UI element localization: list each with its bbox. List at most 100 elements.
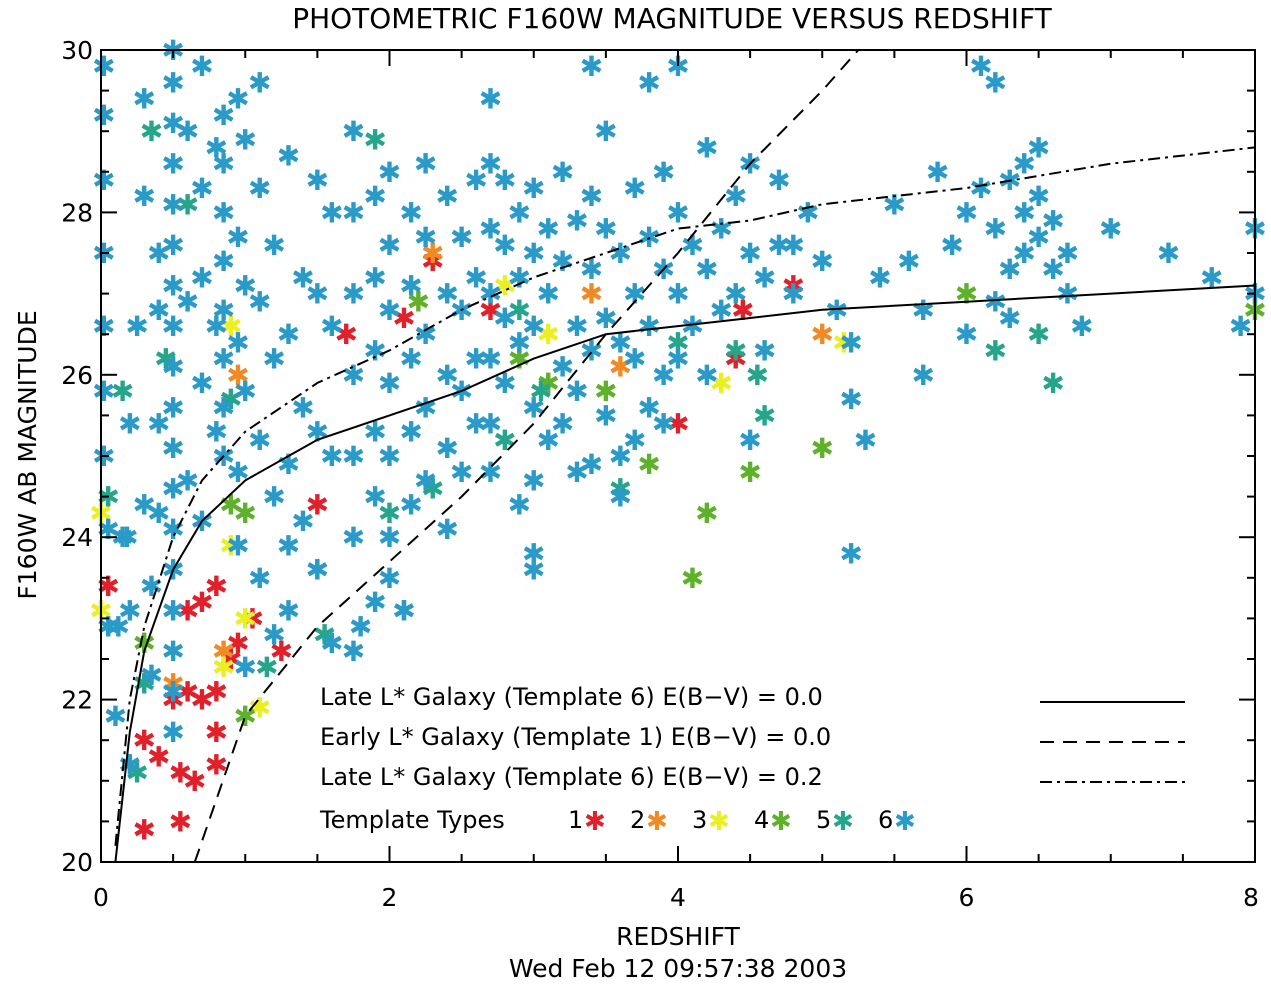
data-point-type-5: ✱ [1041,367,1064,400]
data-point-type-6: ✱ [320,310,343,343]
data-point-type-6: ✱ [248,66,271,99]
data-point-type-6: ✱ [147,408,170,441]
data-point-type-6: ✱ [666,196,689,229]
data-point-type-1: ✱ [133,724,156,757]
data-point-type-6: ✱ [125,310,148,343]
y-tick-label: 24 [61,523,93,552]
data-point-type-6: ✱ [378,229,401,262]
data-point-type-6: ✱ [536,278,559,311]
data-point-type-6: ✱ [234,269,257,302]
data-point-type-6: ✱ [508,326,531,359]
data-point-type-6: ✱ [161,351,184,384]
xtick-labels: 0 2 4 6 8 [93,883,1259,912]
data-point-type-6: ✱ [133,489,156,522]
data-point-type-6: ✱ [248,286,271,319]
data-point-type-6: ✱ [262,619,285,652]
data-point-type-6: ✱ [320,440,343,473]
data-point-type-6: ✱ [161,675,184,708]
data-point-type-6: ✱ [1041,205,1064,238]
data-point-type-2: ✱ [609,351,632,384]
data-point-type-6: ✱ [984,213,1007,246]
data-point-type-6: ✱ [161,188,184,221]
data-point-type-6: ✱ [342,115,365,148]
data-point-type-6: ✱ [1229,310,1252,343]
data-point-type-6: ✱ [609,326,632,359]
legend-type-label: 6 [878,806,893,834]
data-point-type-6: ✱ [580,180,603,213]
data-point-type-6: ✱ [782,278,805,311]
data-point-type-6: ✱ [176,464,199,497]
data-point-type-6: ✱ [940,229,963,262]
data-point-type-6: ✱ [637,310,660,343]
data-point-type-6: ✱ [378,367,401,400]
data-point-type-4: ✱ [681,562,704,595]
data-point-type-6: ✱ [479,408,502,441]
data-point-type-6: ✱ [854,424,877,457]
data-point-type-6: ✱ [190,50,213,83]
data-point-type-6: ✱ [1070,310,1093,343]
legend-label-solid: Late L* Galaxy (Template 6) E(B−V) = 0.0 [320,683,823,711]
data-point-type-6: ✱ [450,456,473,489]
legend-type-label: 2 [630,806,645,834]
data-point-type-6: ✱ [205,310,228,343]
data-point-type-6: ✱ [522,464,545,497]
data-point-type-5: ✱ [508,294,531,327]
x-axis-label: REDSHIFT [616,922,740,951]
data-point-type-6: ✱ [378,294,401,327]
data-point-type-5: ✱ [1027,318,1050,351]
data-point-type-6: ✱ [551,245,574,278]
data-point-type-6: ✱ [883,188,906,221]
data-point-type-1: ✱ [306,489,329,522]
data-point-type-3: ✱ [219,310,242,343]
data-point-type-6: ✱ [911,359,934,392]
data-point-type-6: ✱ [133,83,156,116]
data-point-type-6: ✱ [565,375,588,408]
data-point-type-6: ✱ [508,489,531,522]
legend-type-label: 1 [568,806,583,834]
data-point-type-6: ✱ [609,481,632,514]
data-point-type-6: ✱ [464,261,487,294]
legend-type-label: 5 [816,806,831,834]
data-point-type-1: ✱ [334,318,357,351]
data-point-type-6: ✱ [551,408,574,441]
data-point-type-6: ✱ [955,318,978,351]
data-point-type-2: ✱ [161,667,184,700]
data-point-type-3: ✱ [234,602,257,635]
x-tick-label: 6 [959,883,975,912]
data-point-type-6: ✱ [435,432,458,465]
data-point-type-6: ✱ [767,164,790,197]
data-point-type-6: ✱ [839,326,862,359]
data-point-type-6: ✱ [161,432,184,465]
data-point-type-1: ✱ [479,294,502,327]
data-point-type-6: ✱ [306,554,329,587]
data-point-type-6: ✱ [493,229,516,262]
data-point-type-6: ✱ [738,424,761,457]
data-point-type-4: ✱ [955,278,978,311]
data-point-type-6: ✱ [536,424,559,457]
data-point-type-6: ✱ [161,594,184,627]
data-point-type-6: ✱ [565,205,588,238]
data-point-type-6: ✱ [695,359,718,392]
data-point-type-2: ✱ [811,318,834,351]
data-point-type-6: ✱ [306,554,329,587]
data-point-type-6: ✱ [1012,196,1035,229]
data-point-type-6: ✱ [320,627,343,660]
data-point-type-6: ✱ [92,310,115,343]
data-point-type-6: ✱ [349,611,372,644]
data-point-type-6: ✱ [277,529,300,562]
data-point-type-6: ✱ [1157,237,1180,270]
data-point-type-6: ✱ [291,261,314,294]
data-point-type-4: ✱ [536,367,559,400]
data-point-type-6: ✱ [479,456,502,489]
data-point-type-6: ✱ [161,310,184,343]
data-point-type-6: ✱ [464,408,487,441]
data-point-type-6: ✱ [92,375,115,408]
data-point-type-1: ✱ [782,269,805,302]
data-point-type-1: ✱ [176,594,199,627]
data-point-type-6: ✱ [342,635,365,668]
legend-type-marker: ✱ [894,807,916,837]
data-point-type-4: ✱ [695,497,718,530]
data-point-type-5: ✱ [984,334,1007,367]
data-point-type-6: ✱ [399,343,422,376]
